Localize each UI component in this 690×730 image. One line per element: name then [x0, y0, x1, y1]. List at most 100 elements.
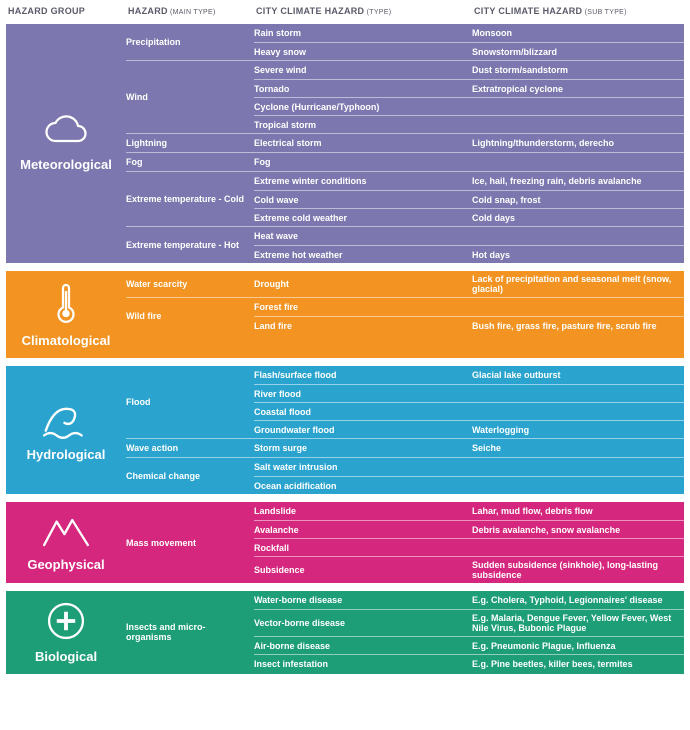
group-name: Climatological — [22, 333, 111, 348]
group-name: Meteorological — [20, 157, 112, 172]
hazard-type-row: Extreme winter conditions Ice, hail, fre… — [254, 172, 684, 190]
hazard-type-row: Vector-borne disease E.g. Malaria, Dengu… — [254, 609, 684, 636]
hazard-type-row: Subsidence Sudden subsidence (sinkhole),… — [254, 556, 684, 583]
hazard-main-row: Wave actionStorm surge Seiche — [126, 438, 684, 457]
hazard-main-row: WindSevere wind Dust storm/sandstormTorn… — [126, 60, 684, 133]
hazard-type: Landslide — [254, 503, 472, 519]
hazard-subtype: Lahar, mud flow, debris flow — [472, 503, 684, 519]
hazard-type-row: Land fire Bush fire, grass fire, pasture… — [254, 316, 684, 334]
hazard-subtype: Bush fire, grass fire, pasture fire, scr… — [472, 318, 684, 334]
hazard-type: Air-borne disease — [254, 638, 472, 654]
hazard-main-row: FogFog — [126, 152, 684, 171]
hazard-type: Rockfall — [254, 540, 472, 556]
hazard-type-col: Drought Lack of precipitation and season… — [254, 271, 684, 297]
hazard-subtype — [472, 409, 684, 415]
hazard-type-row: Drought Lack of precipitation and season… — [254, 271, 684, 297]
hazard-type: Heavy snow — [254, 44, 472, 60]
hazard-type-row: Severe wind Dust storm/sandstorm — [254, 61, 684, 79]
hazard-type-col: Forest fire Land fire Bush fire, grass f… — [254, 298, 684, 334]
hazard-type: Electrical storm — [254, 135, 472, 151]
hazard-main-row: Wild fireForest fire Land fire Bush fire… — [126, 297, 684, 334]
hazard-main-row: Extreme temperature - ColdExtreme winter… — [126, 171, 684, 226]
hazard-subtype: Hot days — [472, 247, 684, 263]
hazard-subtype: Sudden subsidence (sinkhole), long-lasti… — [472, 557, 684, 583]
hazard-type-col: Electrical storm Lightning/thunderstorm,… — [254, 134, 684, 152]
hazard-type-col: Water-borne disease E.g. Cholera, Typhoi… — [254, 591, 684, 672]
hazard-subtype — [472, 391, 684, 397]
hazard-subtype: Ice, hail, freezing rain, debris avalanc… — [472, 173, 684, 189]
hazard-main-row: Mass movementLandslide Lahar, mud flow, … — [126, 502, 684, 583]
hazard-type-row: Fog — [254, 153, 684, 171]
hazard-type: Land fire — [254, 318, 472, 334]
hazard-subtype — [472, 545, 684, 551]
hazard-type: Cold wave — [254, 192, 472, 208]
hazard-main-row: Extreme temperature - HotHeat wave Extre… — [126, 226, 684, 263]
hazard-type: Ocean acidification — [254, 478, 472, 494]
hazard-main-label: Wind — [126, 61, 254, 133]
hazard-subtype: Debris avalanche, snow avalanche — [472, 522, 684, 538]
hazard-subtype: Glacial lake outburst — [472, 367, 684, 383]
hazard-type-col: Severe wind Dust storm/sandstormTornado … — [254, 61, 684, 133]
hazard-main-row: FloodFlash/surface flood Glacial lake ou… — [126, 366, 684, 438]
hazard-subtype — [472, 464, 684, 470]
hazard-group-geophysical: GeophysicalMass movementLandslide Lahar,… — [6, 502, 684, 583]
hazard-type: Rain storm — [254, 25, 472, 41]
hazard-group-climatological: Climatological Water scarcityDrought Lack… — [6, 271, 684, 358]
hazard-type: Subsidence — [254, 562, 472, 578]
hazard-type: Groundwater flood — [254, 422, 472, 438]
hazard-subtype: Dust storm/sandstorm — [472, 62, 684, 78]
hazard-type-col: Landslide Lahar, mud flow, debris flowAv… — [254, 502, 684, 583]
hazard-type-row: Water-borne disease E.g. Cholera, Typhoi… — [254, 591, 684, 609]
group-label: Meteorological — [6, 24, 126, 263]
hazard-main-label: Wild fire — [126, 298, 254, 334]
hazard-type-row: Heat wave — [254, 227, 684, 245]
hazard-type: Salt water intrusion — [254, 459, 472, 475]
hazard-type-row: Coastal flood — [254, 402, 684, 420]
hazard-main-label: Insects and micro-organisms — [126, 591, 254, 672]
header-sub: CITY CLIMATE HAZARD (SUB TYPE) — [474, 6, 690, 16]
hazard-type: Extreme winter conditions — [254, 173, 472, 189]
hazard-main-label: Wave action — [126, 439, 254, 457]
hazard-type: Avalanche — [254, 522, 472, 538]
wave-icon — [41, 399, 91, 441]
hazard-main-label: Mass movement — [126, 502, 254, 583]
hazard-main-row: Water scarcityDrought Lack of precipitat… — [126, 271, 684, 297]
hazard-main-label: Flood — [126, 366, 254, 438]
group-label: Biological — [6, 591, 126, 674]
hazard-subtype: Extratropical cyclone — [472, 81, 684, 97]
thermometer-icon — [54, 281, 78, 327]
hazard-type-row: River flood — [254, 384, 684, 402]
hazard-subtype: Lack of precipitation and seasonal melt … — [472, 271, 684, 297]
hazard-group-meteorological: Meteorological PrecipitationRain storm Mo… — [6, 24, 684, 263]
hazard-type-row: Storm surge Seiche — [254, 439, 684, 457]
hazard-type-row: Salt water intrusion — [254, 458, 684, 476]
hazard-type-col: Extreme winter conditions Ice, hail, fre… — [254, 172, 684, 226]
group-body: Mass movementLandslide Lahar, mud flow, … — [126, 502, 684, 583]
hazard-type-row: Heavy snow Snowstorm/blizzard — [254, 42, 684, 60]
hazard-type-col: Flash/surface flood Glacial lake outburs… — [254, 366, 684, 438]
hazard-main-row: PrecipitationRain storm MonsoonHeavy sno… — [126, 24, 684, 60]
hazard-type: Flash/surface flood — [254, 367, 472, 383]
cloud-icon — [42, 115, 90, 151]
hazard-type-col: Heat wave Extreme hot weather Hot days — [254, 227, 684, 263]
mountain-icon — [41, 513, 91, 551]
hazard-subtype: Snowstorm/blizzard — [472, 44, 684, 60]
hazard-subtype — [472, 159, 684, 165]
hazard-subtype: Seiche — [472, 440, 684, 456]
hazard-type-col: Storm surge Seiche — [254, 439, 684, 457]
hazard-type-row: Air-borne disease E.g. Pneumonic Plague,… — [254, 636, 684, 654]
hazard-type-row: Insect infestation E.g. Pine beetles, ki… — [254, 654, 684, 672]
hazard-type: Cyclone (Hurricane/Typhoon) — [254, 99, 472, 115]
group-name: Hydrological — [27, 447, 106, 462]
hazard-type-row: Ocean acidification — [254, 476, 684, 494]
hazard-type: Water-borne disease — [254, 592, 472, 608]
hazard-type-col: Fog — [254, 153, 684, 171]
hazard-subtype — [472, 122, 684, 128]
hazard-type-row: Landslide Lahar, mud flow, debris flow — [254, 502, 684, 520]
hazard-main-label: Water scarcity — [126, 271, 254, 297]
hazard-type: Forest fire — [254, 299, 472, 315]
hazard-main-label: Fog — [126, 153, 254, 171]
hazard-type: Storm surge — [254, 440, 472, 456]
hazard-subtype: Monsoon — [472, 25, 684, 41]
hazard-type-row: Rockfall — [254, 538, 684, 556]
